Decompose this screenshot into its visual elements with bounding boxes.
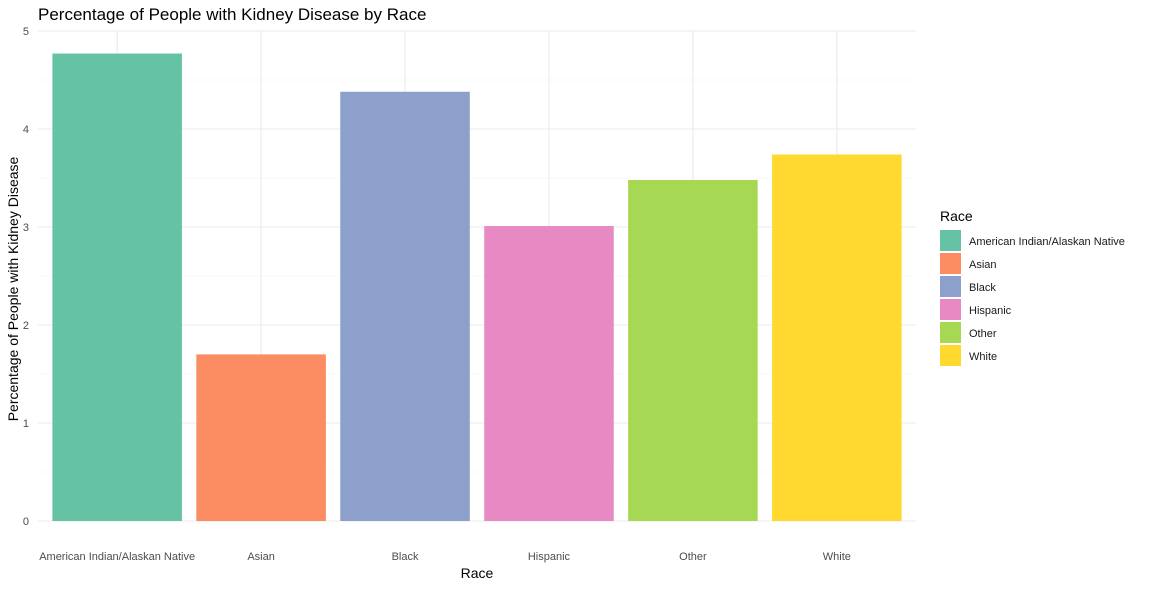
x-tick-label: Asian <box>247 551 275 563</box>
legend-swatch <box>940 299 961 320</box>
x-tick-label: American Indian/Alaskan Native <box>39 551 195 563</box>
x-axis-title: Race <box>461 565 494 581</box>
x-tick-label: Hispanic <box>528 551 571 563</box>
legend-title: Race <box>940 208 973 224</box>
legend-label: White <box>969 351 997 363</box>
legend: Race American Indian/Alaskan Native Asian… <box>940 208 1125 366</box>
x-tick-label: Other <box>679 551 707 563</box>
y-tick-label: 3 <box>23 222 29 234</box>
x-tick-label: Black <box>392 551 419 563</box>
legend-swatch <box>940 345 961 366</box>
bar-asian <box>196 354 326 521</box>
y-tick-label: 4 <box>23 124 29 136</box>
legend-label: Black <box>969 282 996 294</box>
legend-swatch <box>940 276 961 297</box>
x-tick-label: White <box>823 551 851 563</box>
legend-label: American Indian/Alaskan Native <box>969 236 1125 248</box>
legend-swatch <box>940 230 961 251</box>
legend-swatch <box>940 322 961 343</box>
legend-items: American Indian/Alaskan Native Asian Black… <box>940 230 1125 366</box>
y-axis-ticks: 0 1 2 3 4 5 <box>23 26 29 528</box>
legend-label: Hispanic <box>969 305 1012 317</box>
y-axis-title: Percentage of People with Kidney Disease <box>5 156 21 421</box>
legend-label: Asian <box>969 259 997 271</box>
x-axis-ticks: American Indian/Alaskan Native Asian Black… <box>39 551 851 563</box>
chart-title: Percentage of People with Kidney Disease… <box>38 5 426 24</box>
bar-other <box>628 179 758 521</box>
y-tick-label: 0 <box>23 516 29 528</box>
y-tick-label: 5 <box>23 26 29 38</box>
bar-black <box>340 91 470 521</box>
legend-swatch <box>940 253 961 274</box>
bar-american-indian-alaskan-native <box>52 53 182 521</box>
y-tick-label: 1 <box>23 418 29 430</box>
y-tick-label: 2 <box>23 320 29 332</box>
bar-white <box>772 154 902 522</box>
bar-hispanic <box>484 226 614 521</box>
legend-label: Other <box>969 328 997 340</box>
bars <box>52 53 902 522</box>
